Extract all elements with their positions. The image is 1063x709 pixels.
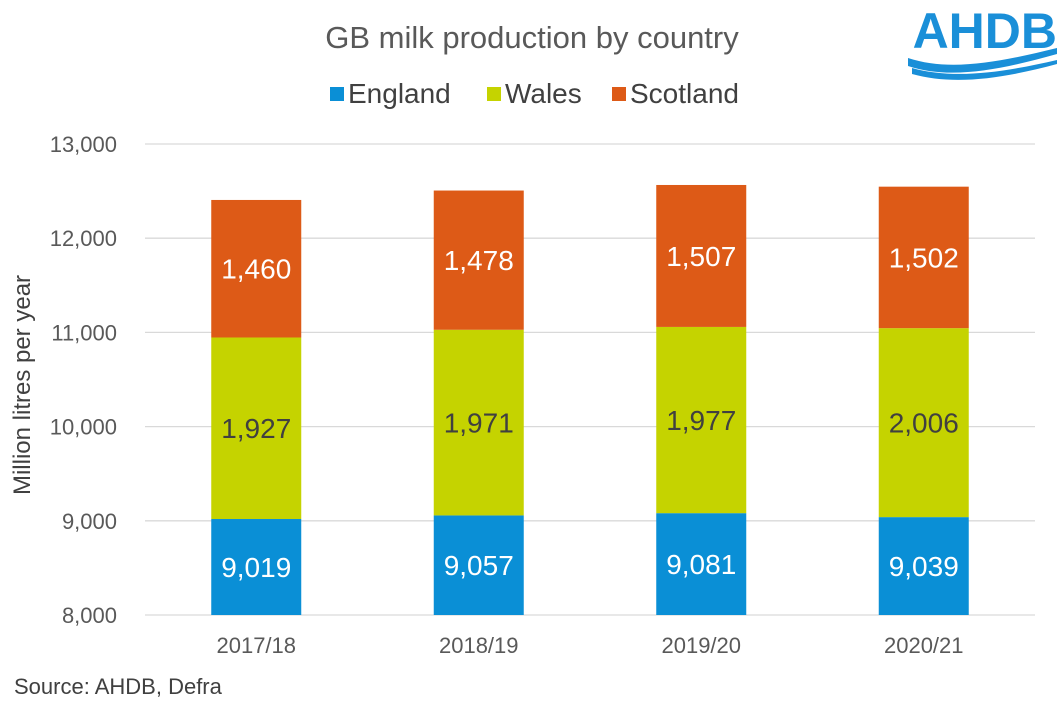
data-labels: 9,019 1,927 1,460 9,057 1,971 1,478 9,081 1,977…	[221, 241, 959, 583]
x-tick-label: 2017/18	[216, 633, 296, 658]
bar-segment-scotland	[656, 184, 747, 327]
logo-text: AHDB	[913, 3, 1057, 59]
bar-segment-england	[211, 519, 302, 615]
data-label-scotland: 1,507	[666, 241, 736, 272]
ahdb-logo: AHDB	[908, 3, 1057, 80]
bar-segment-wales	[433, 329, 524, 516]
y-axis-ticks: 8,000 9,000 10,000 11,000 12,000 13,000	[50, 132, 117, 628]
y-tick-label: 8,000	[62, 603, 117, 628]
legend-label-wales: Wales	[505, 78, 582, 109]
legend-swatch-wales	[487, 87, 501, 101]
data-label-england: 9,019	[221, 552, 291, 583]
y-tick-label: 10,000	[50, 415, 117, 440]
y-tick-label: 9,000	[62, 509, 117, 534]
data-label-wales: 2,006	[889, 408, 959, 439]
source-note: Source: AHDB, Defra	[14, 674, 223, 699]
bar-segment-scotland	[433, 190, 524, 330]
bar-segment-wales	[211, 337, 302, 520]
data-label-scotland: 1,460	[221, 254, 291, 285]
bar-segment-wales	[878, 328, 969, 518]
x-tick-label: 2019/20	[661, 633, 741, 658]
data-label-england: 9,057	[444, 550, 514, 581]
y-tick-label: 11,000	[51, 320, 117, 345]
bar-segment-scotland	[211, 199, 302, 338]
x-axis-ticks: 2017/18 2018/19 2019/20 2020/21	[216, 633, 963, 658]
legend: England Wales Scotland	[330, 78, 739, 109]
y-tick-label: 13,000	[50, 132, 117, 157]
data-label-england: 9,081	[666, 549, 736, 580]
x-tick-label: 2020/21	[884, 633, 964, 658]
bar-segment-scotland	[878, 186, 969, 329]
data-label-scotland: 1,478	[444, 245, 514, 276]
data-label-scotland: 1,502	[889, 242, 959, 273]
legend-swatch-scotland	[612, 87, 626, 101]
data-label-wales: 1,971	[444, 408, 514, 439]
logo-swoosh-icon	[908, 48, 1057, 73]
legend-label-england: England	[348, 78, 451, 109]
data-label-wales: 1,927	[221, 413, 291, 444]
data-label-wales: 1,977	[666, 405, 736, 436]
bar-segment-england	[656, 513, 747, 615]
y-tick-label: 12,000	[50, 226, 117, 251]
bar-segment-wales	[656, 326, 747, 514]
data-label-england: 9,039	[889, 551, 959, 582]
legend-label-scotland: Scotland	[630, 78, 739, 109]
logo-swoosh-icon	[912, 60, 1057, 80]
x-tick-label: 2018/19	[439, 633, 519, 658]
legend-swatch-england	[330, 87, 344, 101]
bar-segment-england	[433, 515, 524, 615]
chart-title: GB milk production by country	[325, 20, 739, 55]
bars	[211, 184, 969, 615]
y-axis-label: Million litres per year	[9, 275, 36, 495]
bar-segment-england	[878, 517, 969, 615]
